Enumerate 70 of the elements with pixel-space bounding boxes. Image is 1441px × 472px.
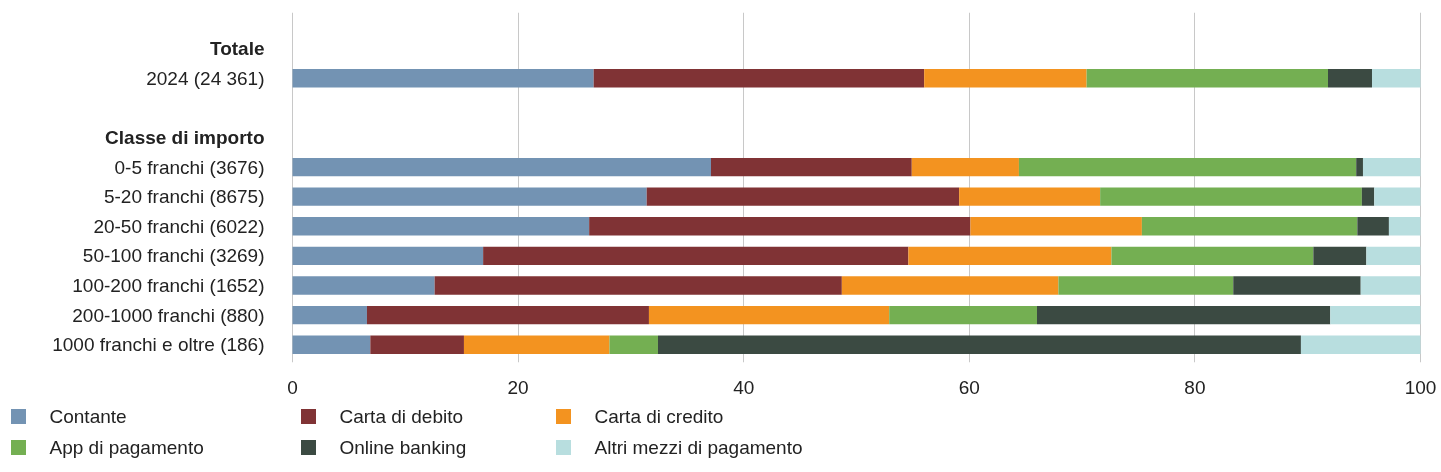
x-tick-label: 40 bbox=[733, 376, 755, 398]
bar bbox=[1018, 157, 1357, 177]
bar bbox=[434, 276, 842, 295]
x-tick-label: 60 bbox=[958, 376, 980, 398]
bar bbox=[593, 69, 925, 88]
bar bbox=[1300, 335, 1421, 354]
bar bbox=[292, 69, 594, 88]
legend-label: Carta di credito bbox=[594, 406, 724, 427]
legend-label: Contante bbox=[49, 406, 127, 427]
bar bbox=[483, 246, 909, 266]
bar bbox=[1111, 246, 1314, 266]
bar bbox=[292, 305, 367, 325]
bar bbox=[1313, 246, 1367, 266]
bar bbox=[292, 276, 435, 295]
bar bbox=[1086, 69, 1328, 88]
bar bbox=[366, 305, 649, 325]
bar bbox=[1372, 69, 1421, 88]
bar bbox=[1141, 217, 1358, 236]
x-tick-label: 100 bbox=[1404, 376, 1437, 398]
bar bbox=[1233, 276, 1361, 295]
bar bbox=[646, 187, 960, 206]
legend-label: App di pagamento bbox=[49, 437, 204, 458]
bar bbox=[648, 305, 890, 325]
bar bbox=[710, 157, 912, 177]
bar bbox=[292, 157, 711, 177]
bar bbox=[292, 335, 371, 354]
bar bbox=[970, 217, 1142, 236]
y-tick-label: 20-50 franchi (6022) bbox=[93, 215, 265, 237]
bar bbox=[1058, 276, 1234, 295]
bar bbox=[292, 187, 647, 206]
y-tick-label: 5-20 franchi (8675) bbox=[103, 186, 265, 208]
y-tick-label: 0-5 franchi (3676) bbox=[114, 156, 265, 178]
y-tick-label: 50-100 franchi (3269) bbox=[82, 245, 265, 267]
y-tick-label: 1000 franchi e oltre (186) bbox=[52, 334, 265, 356]
y-tick-label: 2024 (24 361) bbox=[146, 67, 265, 89]
bar bbox=[1388, 217, 1421, 236]
bar bbox=[1036, 305, 1331, 325]
bar bbox=[589, 217, 971, 236]
legend-label: Carta di debito bbox=[339, 406, 464, 427]
bar bbox=[609, 335, 658, 354]
bar bbox=[1361, 187, 1375, 206]
bar bbox=[924, 69, 1087, 88]
bar bbox=[841, 276, 1059, 295]
y-tick-label: 200-1000 franchi (880) bbox=[72, 304, 265, 326]
bar bbox=[889, 305, 1037, 325]
bar bbox=[1356, 157, 1363, 177]
bar bbox=[292, 246, 484, 266]
bar bbox=[1357, 217, 1389, 236]
x-tick-label: 0 bbox=[287, 376, 298, 398]
y-tick-label: Totale bbox=[209, 38, 265, 60]
x-tick-label: 20 bbox=[507, 376, 529, 398]
bar bbox=[370, 335, 464, 354]
y-tick-label: 100-200 franchi (1652) bbox=[72, 275, 265, 297]
bar bbox=[911, 157, 1019, 177]
bar bbox=[1362, 157, 1421, 177]
bar bbox=[657, 335, 1301, 354]
bar bbox=[1374, 187, 1421, 206]
bar bbox=[292, 217, 590, 236]
legend-label: Altri mezzi di pagamento bbox=[594, 437, 803, 458]
y-tick-label: Classe di importo bbox=[105, 126, 265, 148]
bar bbox=[1100, 187, 1362, 206]
bar bbox=[463, 335, 610, 354]
bar bbox=[1330, 305, 1421, 325]
bar bbox=[1366, 246, 1421, 266]
bar bbox=[1360, 276, 1421, 295]
x-tick-label: 80 bbox=[1184, 376, 1206, 398]
legend-label: Online banking bbox=[339, 437, 467, 458]
bar bbox=[908, 246, 1112, 266]
bar bbox=[1328, 69, 1372, 88]
bar bbox=[959, 187, 1101, 206]
